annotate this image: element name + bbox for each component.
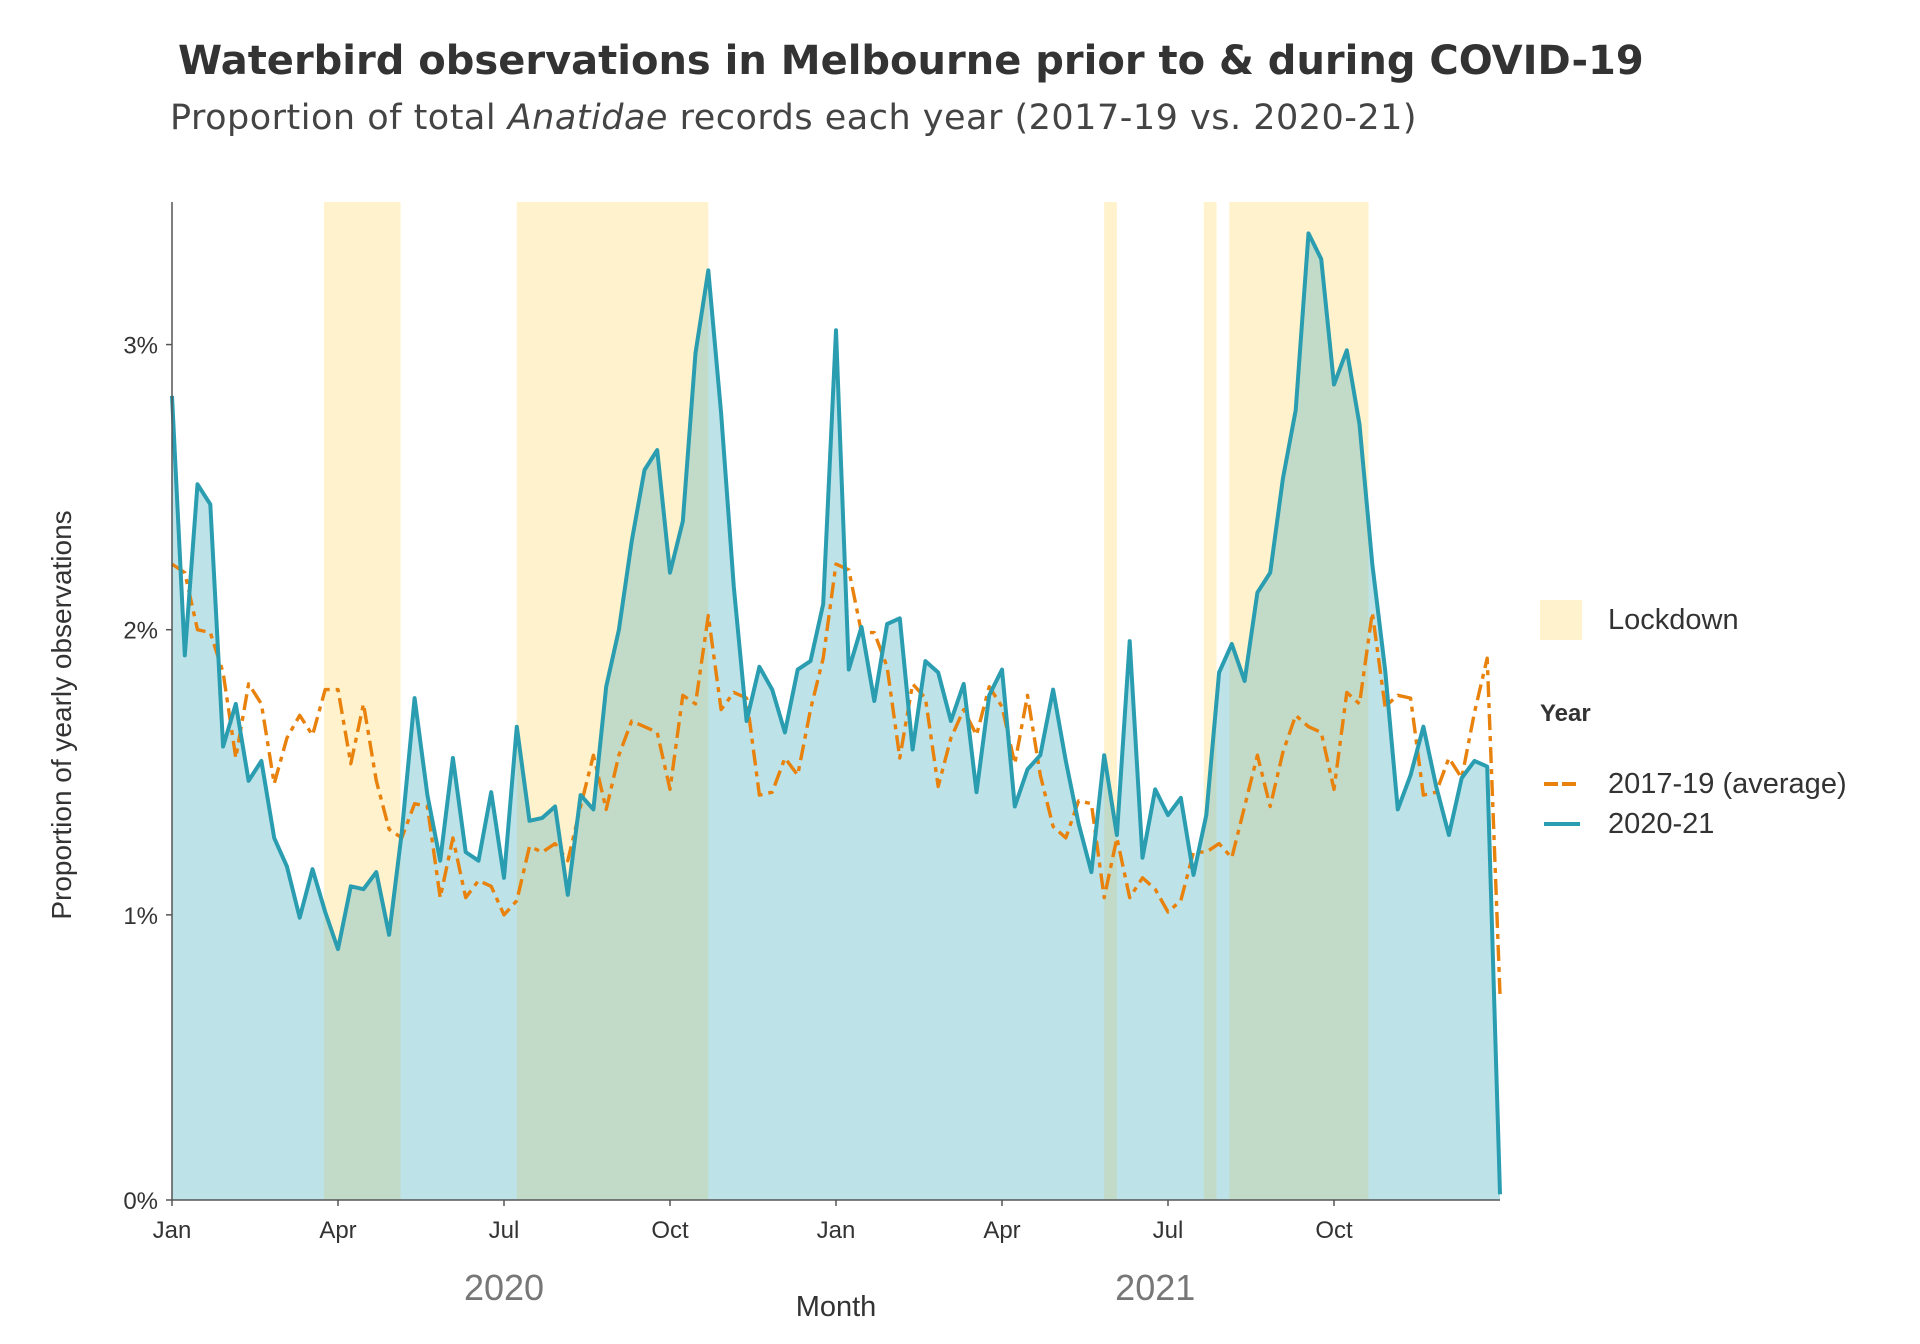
x-tick-label-1: Apr xyxy=(319,1217,356,1244)
year-label-1: 2021 xyxy=(1115,1267,1195,1308)
x-tick-label-4: Jan xyxy=(817,1217,856,1244)
legend-swatch-2017-19 xyxy=(1544,782,1580,786)
chart-subtitle: Proportion of total Anatidae records eac… xyxy=(170,98,1670,138)
legend-label-2017-19: 2017-19 (average) xyxy=(1608,768,1847,800)
lockdown-overlap-1 xyxy=(516,270,709,1200)
legend-lockdown-label: Lockdown xyxy=(1608,604,1739,636)
legend-lockdown-swatch xyxy=(1540,600,1582,640)
y-tick-label-2: 2% xyxy=(123,618,158,645)
series-line-2017-19 xyxy=(171,562,1502,995)
x-tick-label-0: Jan xyxy=(153,1217,192,1244)
legend-title: Year xyxy=(1540,700,1591,727)
y-tick-label-0: 0% xyxy=(123,1188,158,1215)
y-axis-label-container: Proportion of yearly observations xyxy=(42,500,82,930)
subtitle-taxon: Anatidae xyxy=(507,98,668,138)
series-area-2020-21 xyxy=(172,233,1500,1200)
subtitle-prefix: Proportion of total xyxy=(170,98,508,138)
x-tick-label-2: Jul xyxy=(489,1217,520,1244)
legend-label-2020-21: 2020-21 xyxy=(1608,808,1715,840)
y-axis-label: Proportion of yearly observations xyxy=(46,510,77,920)
subtitle-suffix: records each year (2017-19 vs. 2020-21) xyxy=(667,98,1418,138)
x-axis-title: Month xyxy=(796,1291,877,1323)
y-tick-label-3: 3% xyxy=(123,333,158,360)
legend-item-2020-21: 2020-21 xyxy=(1540,806,1900,842)
legend-item-2017-19: 2017-19 (average) xyxy=(1540,766,1900,802)
year-label-0: 2020 xyxy=(464,1267,544,1308)
x-tick-label-7: Oct xyxy=(1315,1217,1353,1244)
series-line-2020-21 xyxy=(170,231,1502,1195)
legend-lockdown: Lockdown xyxy=(1540,596,1900,646)
lockdown-overlap-2 xyxy=(1104,755,1117,1200)
legend-swatch-2020-21 xyxy=(1544,822,1580,826)
x-tick-label-5: Apr xyxy=(983,1217,1020,1244)
lockdown-overlaps xyxy=(323,233,1369,1200)
x-tick-label-3: Oct xyxy=(651,1217,689,1244)
lockdown-overlap-3 xyxy=(1203,701,1217,1200)
axes: 0% 1% 2% 3% Jan Apr Jul Oct Jan Apr Jul Oct 2020 2021… xyxy=(123,202,1500,1323)
y-tick-label-1: 1% xyxy=(123,903,158,930)
series-fill-area xyxy=(172,233,1500,1200)
x-tick-label-6: Jul xyxy=(1153,1217,1184,1244)
series-lines xyxy=(170,231,1502,1195)
chart-title: Waterbird observations in Melbourne prio… xyxy=(178,38,1644,84)
